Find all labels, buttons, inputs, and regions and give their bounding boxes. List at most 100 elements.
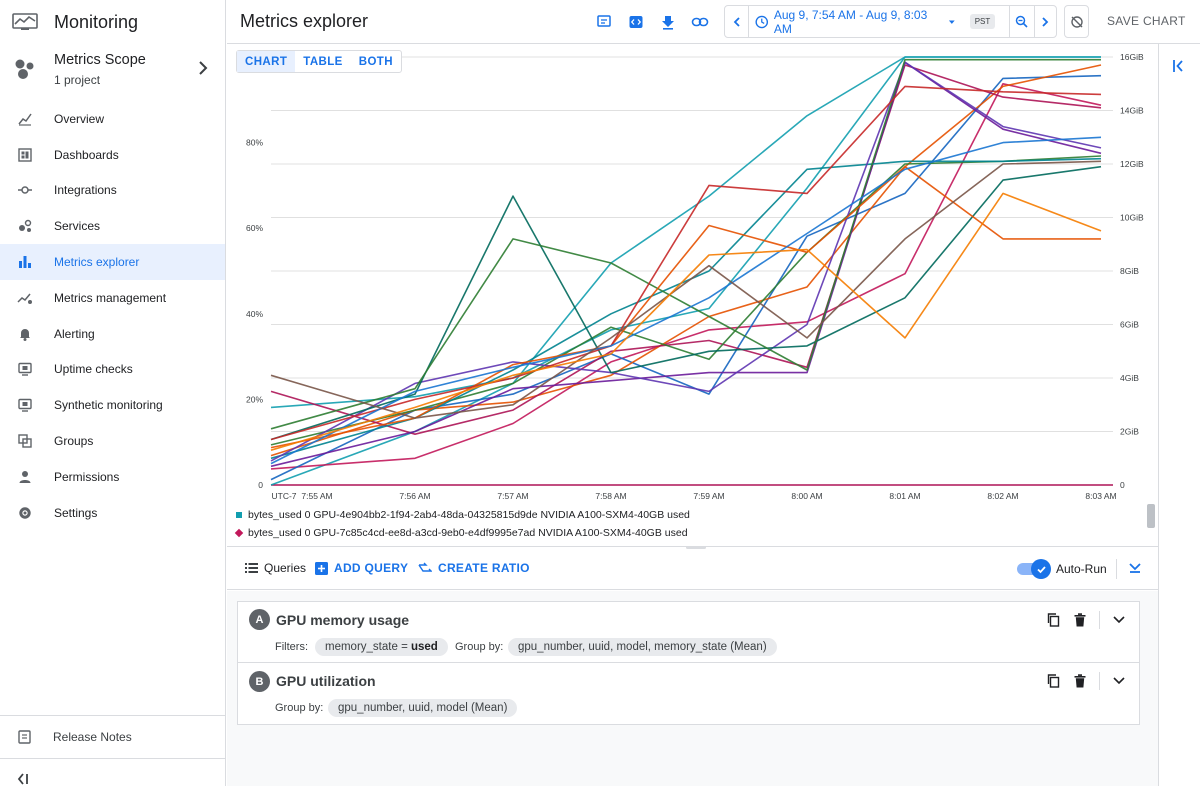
zoom-out-button[interactable] [1010, 6, 1033, 37]
filters-label: Filters: [275, 641, 308, 653]
x-tick-label: 7:57 AM [497, 491, 528, 501]
series-line [270, 64, 1102, 457]
sidebar-item-label: Metrics management [54, 290, 167, 305]
code-icon [629, 16, 643, 28]
save-chart-button[interactable]: SAVE CHART [1107, 14, 1186, 28]
next-time-button[interactable] [1035, 6, 1056, 37]
series-line [270, 74, 1102, 481]
sidebar-item-label: Services [54, 219, 101, 234]
sidebar-item-label: Metrics explorer [54, 255, 140, 270]
tab-table[interactable]: TABLE [303, 55, 343, 68]
code-editor-button[interactable] [624, 10, 648, 34]
legend-label: bytes_used 0 GPU-7c85c4cd-ee8d-a3cd-9eb0… [248, 527, 688, 539]
series-line [270, 82, 1102, 470]
services-icon [19, 220, 32, 233]
sidebar-item-integrations[interactable]: Integrations [0, 173, 225, 209]
previous-time-button[interactable] [725, 6, 748, 37]
y-left-tick-label: 40% [246, 309, 263, 319]
filter-chip[interactable]: memory_state = used [315, 638, 448, 656]
left-navigation: Monitoring Metrics Scope 1 project Overv… [0, 0, 226, 786]
group-by-chip[interactable]: gpu_number, uuid, model, memory_state (M… [508, 638, 777, 656]
x-tick-label: 7:58 AM [595, 491, 626, 501]
query-name[interactable]: GPU memory usage [276, 612, 410, 628]
resize-handle[interactable] [686, 546, 706, 549]
view-mode-tabs: CHART TABLE BOTH [236, 50, 402, 73]
legend-item[interactable]: bytes_used 0 GPU-7c85c4cd-ee8d-a3cd-9eb0… [234, 524, 690, 542]
sidebar-item-metrics-management[interactable]: Metrics management [0, 280, 225, 316]
auto-run-toggle[interactable] [1017, 559, 1051, 579]
metrics-management-icon [17, 293, 32, 304]
time-range-dropdown[interactable]: Aug 9, 7:54 AM - Aug 9, 8:03 AM PST [749, 6, 1009, 37]
trash-icon [1074, 613, 1086, 627]
query-toolbar: Queries ADD QUERY CREATE RATIO Auto-Run [227, 546, 1158, 590]
groups-icon [18, 434, 32, 448]
y-right-tick-label: 12GiB [1120, 159, 1144, 169]
bell-icon [20, 328, 30, 341]
duplicate-query-button[interactable] [1045, 673, 1061, 689]
sidebar-item-synthetic-monitoring[interactable]: Synthetic monitoring [0, 387, 225, 423]
monitoring-logo-icon [12, 13, 38, 30]
legend-scrollbar[interactable] [1147, 504, 1155, 528]
link-icon [691, 17, 709, 27]
x-axis-timezone-label: UTC-7 [271, 491, 296, 501]
duplicate-query-button[interactable] [1045, 612, 1061, 628]
expand-panel-icon[interactable] [1171, 58, 1187, 74]
time-range-label: Aug 9, 7:54 AM - Aug 9, 8:03 AM [773, 7, 928, 36]
y-right-tick-label: 2GiB [1120, 427, 1139, 437]
release-notes-link[interactable]: Release Notes [0, 715, 225, 759]
sidebar-item-label: Integrations [54, 183, 117, 198]
page-title: Metrics explorer [240, 11, 369, 31]
y-left-tick-label: 80% [246, 138, 263, 148]
legend-item[interactable]: bytes_used 0 GPU-4e904bb2-1f94-2ab4-48da… [236, 506, 690, 524]
download-icon [662, 16, 674, 30]
metrics-chart[interactable]: 0 2GiB 4GiB 6GiB 8GiB 10GiB 12GiB 14GiB 16GiB 0 20… [227, 45, 1158, 505]
add-query-button[interactable]: ADD QUERY [315, 561, 408, 575]
sidebar-item-overview[interactable]: Overview [0, 101, 225, 137]
delete-query-button[interactable] [1072, 673, 1088, 689]
sidebar-item-groups[interactable]: Groups [0, 423, 225, 459]
metrics-scope-selector[interactable]: Metrics Scope 1 project [0, 44, 225, 100]
series-line [270, 64, 1102, 436]
sidebar-item-metrics-explorer[interactable]: Metrics explorer [0, 244, 225, 280]
sidebar-item-label: Alerting [54, 326, 95, 341]
page-header: Metrics explorer [227, 0, 1200, 44]
time-range-selector: Aug 9, 7:54 AM - Aug 9, 8:03 AM PST [724, 5, 1057, 38]
tab-chart[interactable]: CHART [237, 51, 296, 72]
query-name[interactable]: GPU utilization [276, 673, 376, 689]
monitor-icon [18, 363, 32, 377]
download-button[interactable] [656, 10, 680, 34]
queries-toggle[interactable]: Queries [245, 561, 306, 575]
series-line [270, 136, 1102, 465]
sidebar-item-label: Overview [54, 111, 105, 126]
series-line [270, 165, 1102, 441]
chevron-down-icon [1113, 677, 1125, 685]
expand-query-button[interactable] [1111, 612, 1127, 628]
delete-query-button[interactable] [1072, 612, 1088, 628]
sidebar-item-services[interactable]: Services [0, 208, 225, 244]
expand-query-button[interactable] [1111, 673, 1127, 689]
filter-value: used [410, 641, 438, 653]
reset-zoom-button[interactable] [1064, 5, 1089, 38]
feedback-button[interactable] [592, 10, 616, 34]
scope-icon [15, 59, 34, 79]
sidebar-item-settings[interactable]: Settings [0, 495, 225, 531]
sidebar-item-permissions[interactable]: Permissions [0, 459, 225, 495]
sidebar-item-uptime-checks[interactable]: Uptime checks [0, 352, 225, 388]
y-left-tick-label: 0 [258, 480, 263, 490]
sidebar-item-label: Permissions [54, 469, 120, 484]
x-tick-label: 8:00 AM [791, 491, 822, 501]
collapse-queries-icon[interactable] [1127, 559, 1143, 575]
copy-link-button[interactable] [688, 10, 712, 34]
collapse-nav-icon[interactable] [16, 772, 30, 786]
create-ratio-button[interactable]: CREATE RATIO [418, 561, 530, 575]
sidebar-item-alerting[interactable]: Alerting [0, 316, 225, 352]
legend-label: bytes_used 0 GPU-4e904bb2-1f94-2ab4-48da… [248, 509, 690, 521]
series-line [270, 85, 1102, 441]
timezone-badge[interactable]: PST [969, 14, 996, 29]
sidebar-item-dashboards[interactable]: Dashboards [0, 137, 225, 173]
series-line [270, 157, 1102, 460]
group-by-chip[interactable]: gpu_number, uuid, model (Mean) [328, 699, 518, 717]
tab-both[interactable]: BOTH [358, 55, 393, 68]
x-tick-label: 8:01 AM [889, 491, 920, 501]
clock-icon [755, 15, 769, 28]
